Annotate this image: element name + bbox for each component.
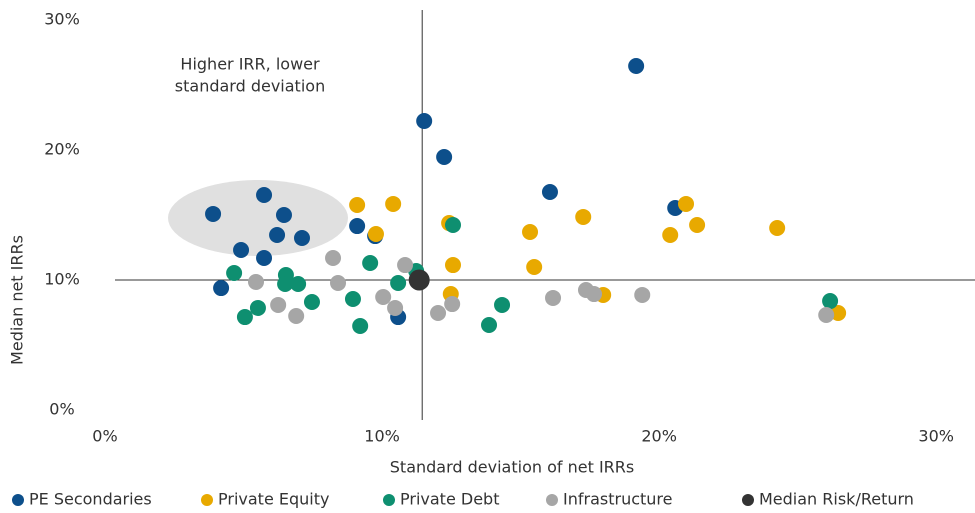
point bbox=[362, 254, 379, 271]
point bbox=[445, 217, 461, 234]
y-axis-label: Median net IRRs bbox=[8, 235, 27, 365]
point bbox=[662, 227, 679, 244]
point bbox=[387, 299, 404, 316]
x-tick-label: 30% bbox=[918, 427, 954, 446]
point bbox=[408, 269, 430, 291]
x-tick-label: 20% bbox=[641, 427, 677, 446]
legend-marker bbox=[383, 494, 395, 506]
point bbox=[444, 296, 461, 313]
point bbox=[290, 276, 307, 293]
legend-marker bbox=[742, 494, 754, 506]
point bbox=[256, 186, 273, 203]
point bbox=[385, 195, 402, 212]
x-axis-label: Standard deviation of net IRRs bbox=[390, 458, 634, 477]
legend-label: Private Equity bbox=[218, 490, 329, 509]
point bbox=[256, 250, 273, 267]
point bbox=[275, 207, 292, 223]
point bbox=[397, 257, 414, 274]
point bbox=[375, 289, 392, 306]
y-tick-label: 30% bbox=[44, 10, 80, 29]
point bbox=[344, 290, 361, 307]
point bbox=[689, 217, 706, 234]
point bbox=[586, 286, 603, 303]
legend-marker bbox=[546, 494, 558, 506]
point bbox=[288, 308, 305, 325]
point bbox=[545, 289, 562, 306]
point bbox=[233, 241, 250, 258]
point bbox=[270, 296, 287, 313]
y-tick-label: 0% bbox=[49, 400, 74, 419]
x-tick-label: 0% bbox=[92, 427, 117, 446]
point bbox=[269, 227, 286, 244]
point bbox=[249, 299, 266, 316]
legend-label: Median Risk/Return bbox=[759, 490, 914, 509]
legend-marker bbox=[201, 494, 213, 506]
y-tick-label: 20% bbox=[44, 140, 80, 159]
point bbox=[436, 149, 453, 166]
point bbox=[236, 309, 253, 326]
point bbox=[352, 318, 369, 335]
y-tick-label: 10% bbox=[44, 270, 80, 289]
point bbox=[634, 286, 651, 303]
point bbox=[277, 276, 294, 293]
point bbox=[494, 296, 511, 313]
point bbox=[390, 274, 407, 291]
point bbox=[678, 195, 695, 212]
point bbox=[769, 220, 786, 236]
point bbox=[303, 293, 320, 310]
point bbox=[330, 274, 347, 291]
point bbox=[226, 264, 243, 281]
point bbox=[416, 113, 433, 130]
legend-marker bbox=[12, 494, 24, 506]
annotation: Higher IRR, lower bbox=[180, 55, 320, 74]
point bbox=[818, 306, 835, 323]
point bbox=[575, 208, 592, 225]
point bbox=[822, 293, 839, 310]
point bbox=[248, 273, 265, 290]
point bbox=[293, 230, 310, 247]
point bbox=[541, 183, 558, 200]
legend-label: Private Debt bbox=[400, 490, 499, 509]
point bbox=[349, 196, 366, 213]
point bbox=[522, 224, 539, 241]
point bbox=[830, 305, 847, 322]
legend-label: PE Secondaries bbox=[29, 490, 152, 509]
point bbox=[526, 259, 543, 275]
point bbox=[628, 58, 645, 75]
point bbox=[481, 316, 498, 333]
point bbox=[349, 218, 366, 235]
point bbox=[325, 250, 342, 267]
x-tick-label: 10% bbox=[364, 427, 400, 446]
annotation: standard deviation bbox=[175, 77, 325, 96]
point bbox=[205, 205, 222, 222]
point bbox=[367, 225, 384, 242]
point bbox=[445, 257, 461, 274]
point bbox=[213, 280, 230, 297]
legend-label: Infrastructure bbox=[563, 490, 672, 509]
point bbox=[430, 305, 447, 322]
